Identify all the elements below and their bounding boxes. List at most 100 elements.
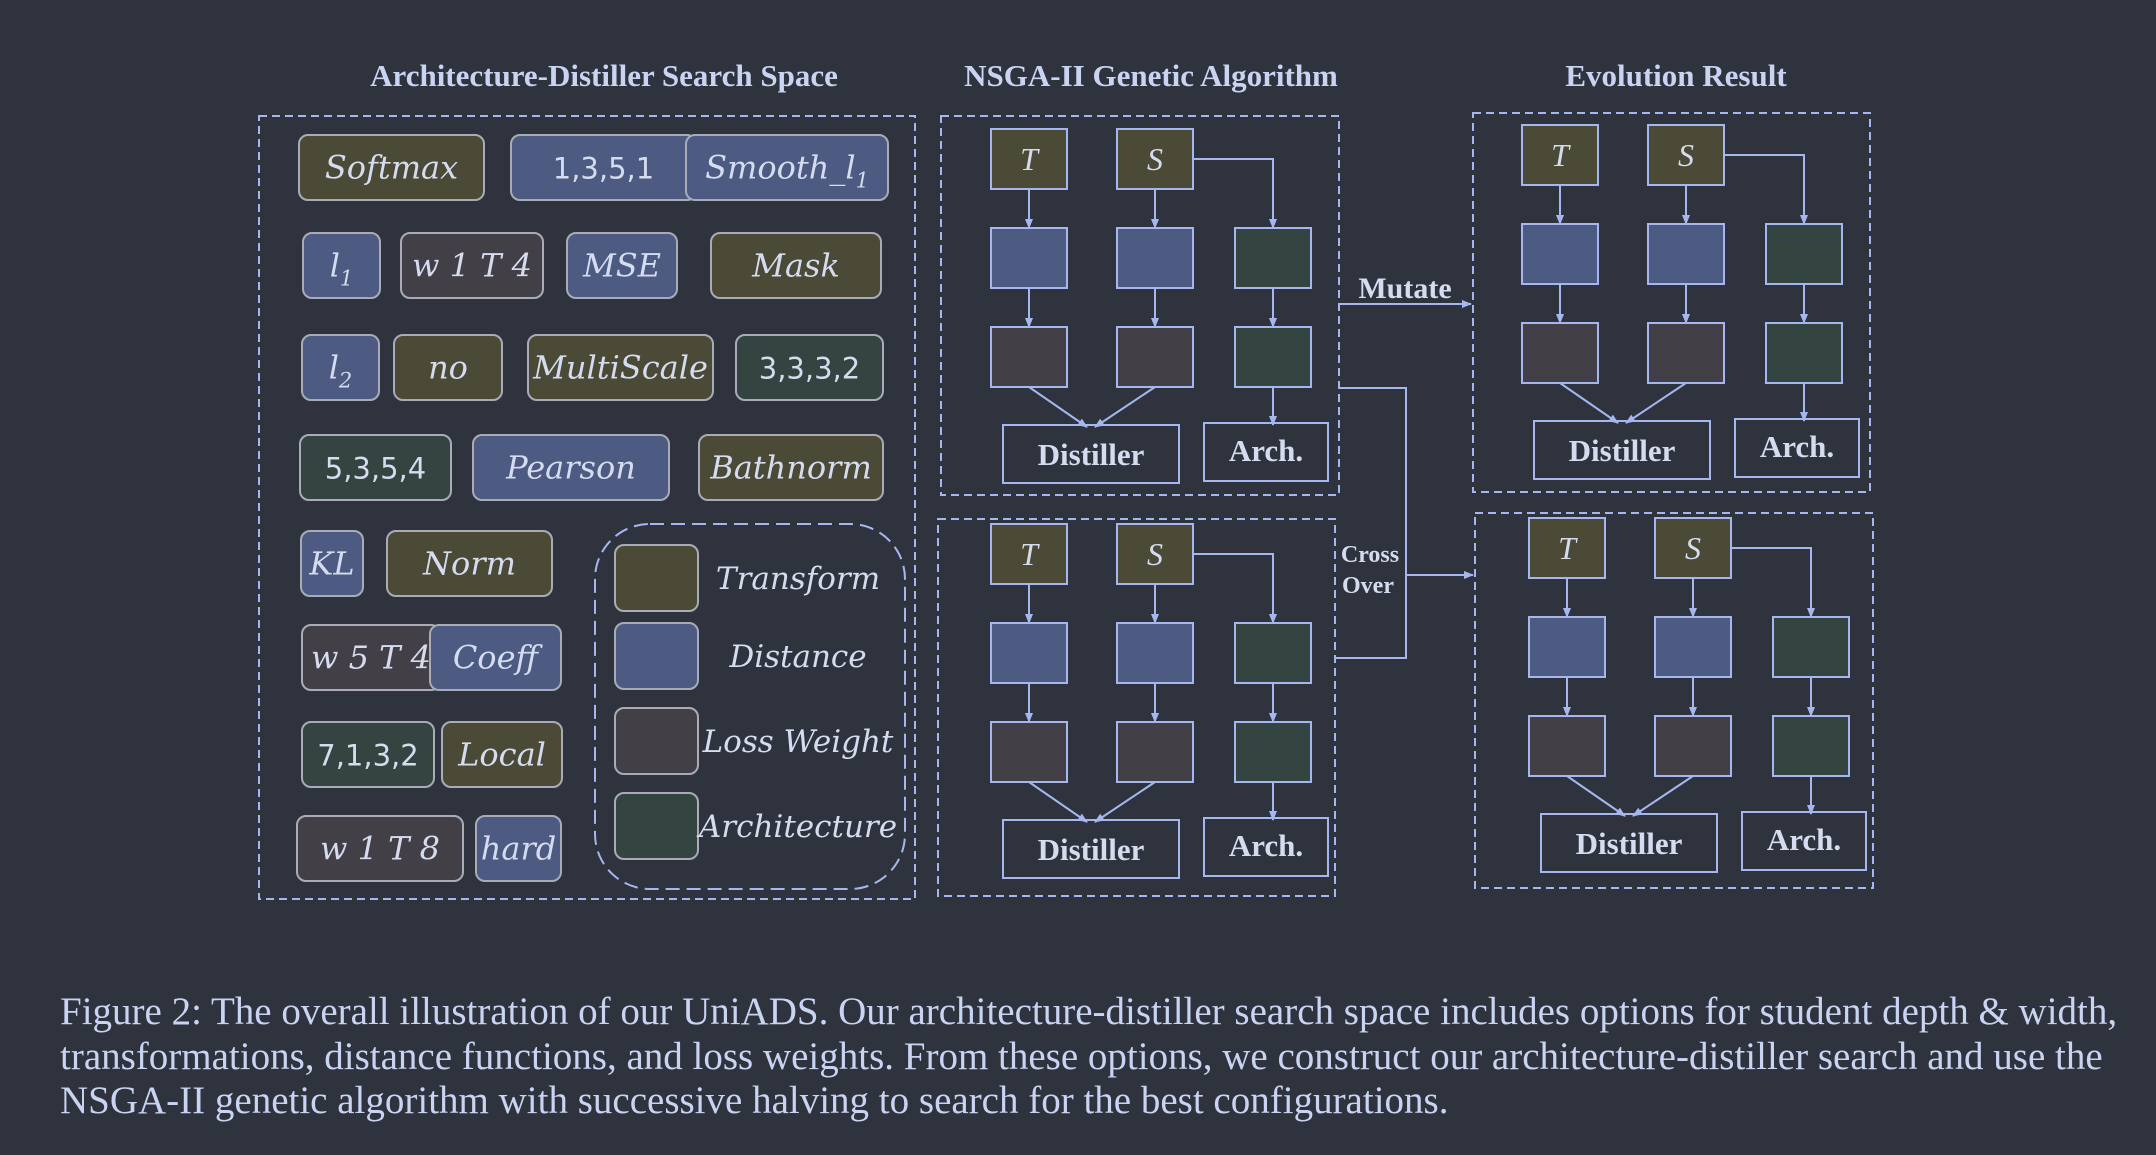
legend-swatch: [614, 544, 699, 612]
connector-arrow: [1094, 781, 1156, 823]
option-chip: KL: [300, 530, 364, 597]
figure-caption: Figure 2: The overall illustration of ou…: [60, 990, 2118, 1122]
option-chip-box: [393, 334, 503, 401]
option-chip-box: [566, 232, 678, 299]
option-chip: no: [393, 334, 503, 401]
structure-diagram: T S Distiller Arch.: [1521, 124, 1860, 480]
teacher-label: T: [1551, 137, 1571, 173]
legend-item: Distance: [614, 622, 867, 690]
option-chip: l2: [301, 334, 380, 401]
option-chip-box: [698, 434, 884, 501]
option-chip-label: MultiScale: [532, 349, 708, 387]
evolution-panel-bottom: [1474, 512, 1874, 889]
option-chip-label: Mask: [751, 247, 840, 285]
student-label: S: [1685, 530, 1701, 566]
arch-label: Arch.: [1229, 433, 1303, 468]
genetic-panel-bottom: [937, 518, 1336, 897]
option-chip: Coeff: [429, 624, 562, 691]
search-space-title: Architecture-Distiller Search Space: [370, 58, 838, 93]
option-chip-box: [475, 815, 562, 882]
teacher-label: T: [1558, 530, 1578, 566]
search-space-panel: [258, 115, 916, 900]
legend-item: Transform: [614, 544, 880, 612]
architecture-node: [1234, 326, 1312, 388]
student-node: [1654, 517, 1732, 579]
option-chip-box: [710, 232, 882, 299]
search-space-chips: Softmax 1,3,5,1 Smooth_l1 l1 w 1 T 4 MSE Mask l…: [296, 134, 889, 882]
student-label: S: [1678, 137, 1694, 173]
distiller-box: [1002, 424, 1180, 484]
legend-label: Distance: [728, 639, 866, 675]
option-chip-label: Coeff: [453, 639, 544, 677]
distance-node: [990, 622, 1068, 684]
option-chip: 1,3,5,1: [510, 134, 697, 201]
option-chip-box: [302, 232, 381, 299]
student-label: S: [1147, 536, 1163, 572]
distance-node: [1521, 223, 1599, 285]
option-chip-label: MSE: [582, 247, 661, 285]
distiller-label: Distiller: [1038, 832, 1145, 867]
option-chip-label: Local: [457, 736, 546, 774]
option-chip-label: w 1 T 4: [412, 247, 532, 285]
option-chip: w 5 T 4: [301, 624, 441, 691]
arch-box: [1203, 817, 1329, 877]
option-chip-box: [685, 134, 889, 201]
option-chip-box: [298, 134, 485, 201]
legend-box: [594, 523, 906, 890]
mutate-label: Mutate: [1358, 272, 1451, 305]
teacher-node: [990, 523, 1068, 585]
genetic-algorithm-title: NSGA-II Genetic Algorithm: [964, 58, 1338, 93]
option-chip: w 1 T 4: [400, 232, 544, 299]
option-chip: Smooth_l1: [685, 134, 889, 201]
structure-diagram: T S Distiller Arch.: [1528, 517, 1867, 873]
distance-node: [990, 227, 1068, 289]
crossover-label-line2: Over: [1342, 573, 1394, 599]
distiller-box: [1002, 819, 1180, 879]
option-chip-box: [429, 624, 562, 691]
connector-arrow: [1632, 775, 1694, 817]
architecture-node: [1772, 715, 1850, 777]
architecture-node: [1765, 322, 1843, 384]
loss-weight-node: [1654, 715, 1732, 777]
distance-node: [1647, 223, 1725, 285]
distiller-label: Distiller: [1569, 433, 1676, 468]
option-chip-label: 1,3,5,1: [553, 152, 654, 186]
legend-item: Architecture: [614, 792, 897, 860]
connector-arrow: [1566, 775, 1626, 817]
arch-box: [1741, 811, 1867, 871]
distiller-label: Distiller: [1576, 826, 1683, 861]
option-chip-box: [300, 530, 364, 597]
distiller-box: [1540, 813, 1718, 873]
structure-diagram: T S Distiller Arch.: [990, 523, 1329, 879]
option-chip: hard: [475, 815, 562, 882]
loss-weight-node: [990, 326, 1068, 388]
option-chip-box: [296, 815, 464, 882]
evolution-result-title: Evolution Result: [1565, 58, 1787, 93]
connector-arrow: [1724, 154, 1808, 225]
connector-arrow: [1193, 158, 1277, 229]
option-chip-label: Smooth_l1: [705, 149, 869, 193]
legend-swatch: [614, 622, 699, 690]
option-chip: 3,3,3,2: [735, 334, 884, 401]
option-chip-box: [735, 334, 884, 401]
loss-weight-node: [1116, 721, 1194, 783]
option-chip-label: l1: [330, 247, 354, 291]
connector-arrow: [1094, 386, 1156, 428]
architecture-node: [1234, 227, 1312, 289]
distiller-box: [1533, 420, 1711, 480]
option-chip-label: KL: [308, 545, 354, 583]
student-label: S: [1147, 141, 1163, 177]
option-chip-box: [301, 721, 435, 788]
legend: Transform Distance Loss Weight Architecture: [614, 544, 897, 860]
connector-arrow: [1028, 781, 1088, 823]
option-chip: Softmax: [298, 134, 485, 201]
legend-swatch: [614, 792, 699, 860]
option-chip: l1: [302, 232, 381, 299]
structure-diagram: T S Distiller Arch.: [990, 128, 1329, 484]
option-chip-label: w 5 T 4: [311, 639, 431, 677]
option-chip: Bathnorm: [698, 434, 884, 501]
connector-arrow: [1625, 382, 1687, 424]
connector-arrow: [1559, 382, 1619, 424]
option-chip: Local: [441, 721, 563, 788]
